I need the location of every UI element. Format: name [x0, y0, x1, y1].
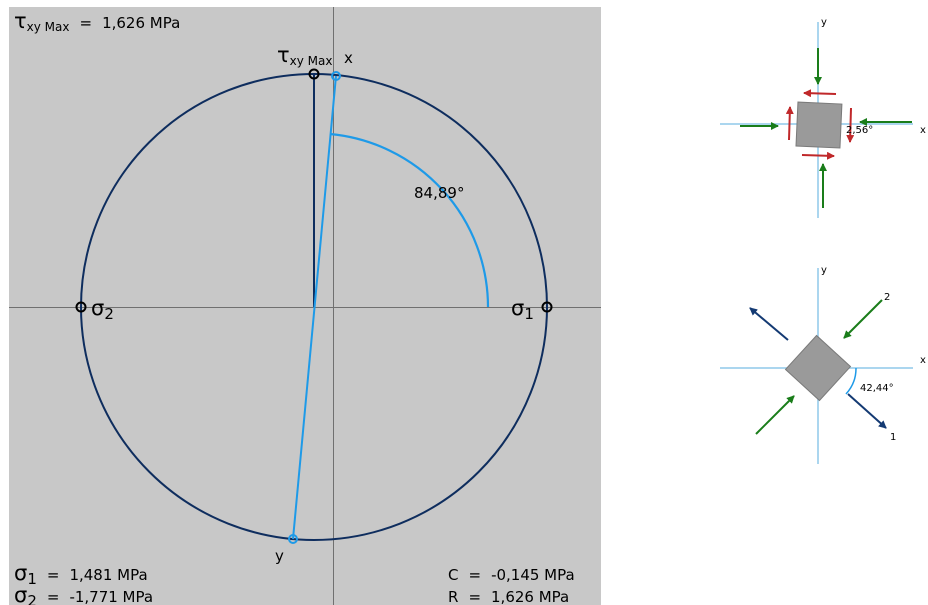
center-readout: C = -0,145 MPa [448, 566, 575, 584]
element-square [795, 101, 843, 149]
xy-diameter [292, 75, 337, 540]
plot-background [9, 7, 601, 605]
x-axis-label: x [920, 125, 926, 136]
sigma2-label: σ2 [91, 296, 114, 323]
principal-angle-arc [845, 367, 857, 395]
sigma1-label: σ1 [511, 296, 534, 323]
y-axis-label: y [821, 17, 827, 28]
rotation-angle-label: 2,56° [846, 125, 873, 136]
y-point-label: y [275, 547, 284, 565]
stress-element-original: x y 2,56° [720, 17, 926, 218]
sigma1-readout: σ1 = 1,481 MPa [14, 561, 148, 588]
angle-arc [329, 132, 490, 308]
principal2-arrow-in-lower [755, 395, 795, 435]
shear-arrow-left [785, 106, 794, 141]
y-axis-label: y [821, 265, 827, 276]
tau-max-readout: τxy Max = 1,626 MPa [14, 9, 180, 34]
shear-arrow-bottom [801, 151, 835, 160]
principal2-arrow-in-upper [843, 299, 883, 339]
element-square [784, 334, 852, 402]
stress-element-principal: x y 2 1 42,44° [720, 265, 926, 464]
point-sigma1 [541, 301, 553, 313]
point-x [331, 71, 341, 81]
shear-arrow-right [846, 107, 855, 143]
point-y [288, 534, 298, 544]
principal1-arrow-out-lower [847, 393, 887, 429]
principal-2-label: 2 [884, 292, 890, 303]
x-axis-label: x [920, 355, 926, 366]
point-sigma2 [75, 301, 87, 313]
angle-label: 84,89° [414, 184, 464, 202]
mohr-circle-panel: τxy Max = 1,626 MPa τxy Max x σ2 σ1 84,89°… [9, 7, 601, 605]
principal1-arrow-out-upper [749, 307, 789, 341]
point-tau-max [308, 68, 320, 80]
tau-max-point-label: τxy Max [277, 43, 332, 68]
principal-angle-label: 42,44° [860, 383, 894, 394]
sigma2-readout: σ2 = -1,771 MPa [14, 583, 153, 605]
radius-readout: R = 1,626 MPa [448, 588, 569, 605]
x-point-label: x [344, 49, 353, 67]
shear-arrow-top [803, 89, 837, 98]
principal-1-label: 1 [890, 432, 896, 443]
